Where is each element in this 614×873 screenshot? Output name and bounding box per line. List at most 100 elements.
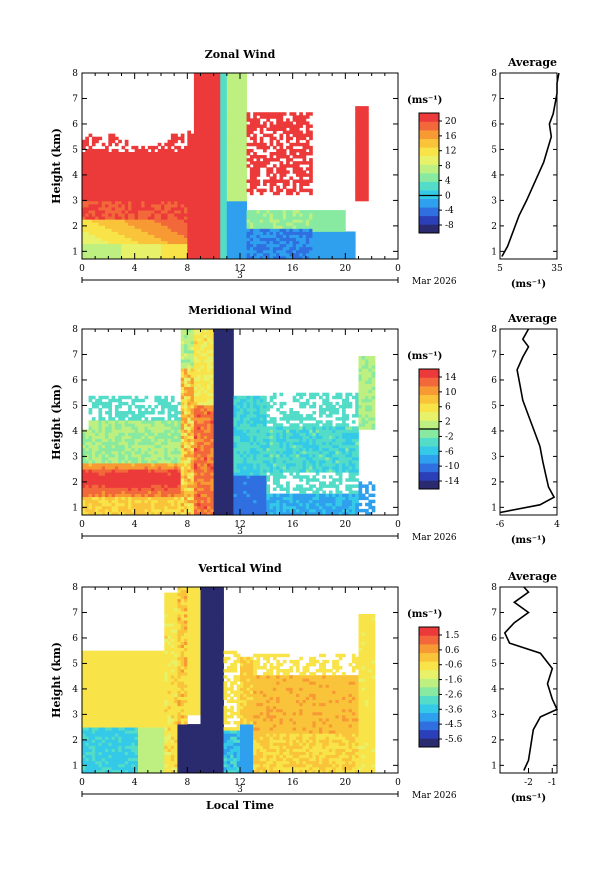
heatmap-cell <box>114 407 119 412</box>
heatmap-cell <box>131 210 136 214</box>
heatmap-cell <box>88 255 93 260</box>
heatmap-cell <box>91 487 96 491</box>
heatmap-cell <box>184 459 188 464</box>
heatmap-cell <box>131 173 136 177</box>
heatmap-cell <box>82 231 86 235</box>
heatmap-cell <box>154 463 159 467</box>
heatmap-cell <box>207 481 211 485</box>
heatmap-cell <box>325 231 330 235</box>
heatmap-cell <box>105 151 109 156</box>
heatmap-cell <box>131 490 136 494</box>
heatmap-cell <box>203 331 208 336</box>
heatmap-cell <box>309 252 313 257</box>
heatmap-cell <box>358 151 363 156</box>
heatmap-cell <box>95 148 99 153</box>
heatmap-cell <box>141 441 145 446</box>
heatmap-cell <box>207 109 211 113</box>
heatmap-cell <box>236 121 241 125</box>
heatmap-cell <box>111 194 116 199</box>
heatmap-cell <box>111 447 116 452</box>
heatmap-cell <box>124 228 129 232</box>
heatmap-cell <box>253 243 257 248</box>
heatmap-cell <box>335 225 340 229</box>
heatmap-cell <box>190 352 195 357</box>
heatmap-cell <box>338 231 343 235</box>
heatmap-cell <box>88 432 93 436</box>
heatmap-cell <box>190 398 195 403</box>
heatmap-cell <box>197 432 201 436</box>
heatmap-cell <box>193 249 198 254</box>
heatmap-cell <box>243 142 247 147</box>
heatmap-cell <box>180 155 185 159</box>
heatmap-cell <box>200 210 205 214</box>
heatmap-cell <box>305 234 310 238</box>
heatmap-cell <box>342 243 346 248</box>
heatmap-cell <box>292 255 297 260</box>
heatmap-cell <box>203 444 208 449</box>
heatmap-cell <box>105 234 109 238</box>
heatmap-cell <box>154 453 159 458</box>
heatmap-cell <box>259 155 264 159</box>
heatmap-cell <box>114 441 119 446</box>
heatmap-cell <box>256 179 261 183</box>
heatmap-cell <box>220 109 224 113</box>
heatmap-cell <box>141 164 145 168</box>
heatmap-cell <box>85 231 89 235</box>
heatmap-cell <box>114 142 119 147</box>
heatmap-cell <box>118 432 122 436</box>
heatmap-cell <box>193 386 198 391</box>
heatmap-cell <box>240 237 244 242</box>
heatmap-cell <box>114 222 119 226</box>
heatmap-cell <box>246 243 251 248</box>
heatmap-cell <box>128 444 132 449</box>
heatmap-cell <box>233 148 238 153</box>
heatmap-cell <box>243 203 247 208</box>
heatmap-cell <box>167 185 172 190</box>
heatmap-cell <box>141 453 145 458</box>
heatmap-cell <box>141 216 145 220</box>
heatmap-cell <box>121 411 126 415</box>
heatmap-cell <box>236 112 241 116</box>
heatmap-cell <box>154 182 159 187</box>
heatmap-cell <box>111 252 116 257</box>
heatmap-cell <box>167 167 172 171</box>
heatmap-cell <box>355 197 359 202</box>
heatmap-cell <box>236 81 241 86</box>
heatmap-cell <box>203 249 208 254</box>
heatmap-cell <box>276 255 280 260</box>
heatmap-cell <box>124 435 129 439</box>
heatmap-cell <box>108 441 113 446</box>
heatmap-cell <box>276 158 280 162</box>
heatmap-cell <box>272 234 277 238</box>
heatmap-cell <box>233 161 238 165</box>
heatmap-cell <box>220 151 224 156</box>
heatmap-cell <box>309 167 313 171</box>
heatmap-cell <box>240 240 244 245</box>
heatmap-cell <box>351 249 356 254</box>
heatmap-cell <box>269 179 274 183</box>
heatmap-cell <box>141 200 145 205</box>
heatmap-cell <box>269 142 274 147</box>
heatmap-cell <box>98 420 103 424</box>
heatmap-cell <box>282 228 287 232</box>
heatmap-cell <box>361 133 366 138</box>
heatmap-cell <box>91 246 96 251</box>
heatmap-cell <box>121 450 126 455</box>
heatmap-cell <box>295 246 300 251</box>
heatmap-cell <box>147 459 152 464</box>
heatmap-cell <box>128 237 132 242</box>
heatmap-cell <box>193 194 198 199</box>
heatmap-cell <box>253 231 257 235</box>
heatmap-cell <box>338 225 343 229</box>
heatmap-cell <box>174 203 178 208</box>
heatmap-cell <box>147 435 152 439</box>
heatmap-cell <box>105 167 109 171</box>
heatmap-cell <box>85 243 89 248</box>
heatmap-cell <box>124 240 129 245</box>
heatmap-cell <box>207 441 211 446</box>
heatmap-cell <box>161 459 165 464</box>
heatmap-cell <box>82 179 86 183</box>
heatmap-cell <box>193 112 198 116</box>
heatmap-cell <box>85 185 89 190</box>
heatmap-cell <box>161 493 165 498</box>
